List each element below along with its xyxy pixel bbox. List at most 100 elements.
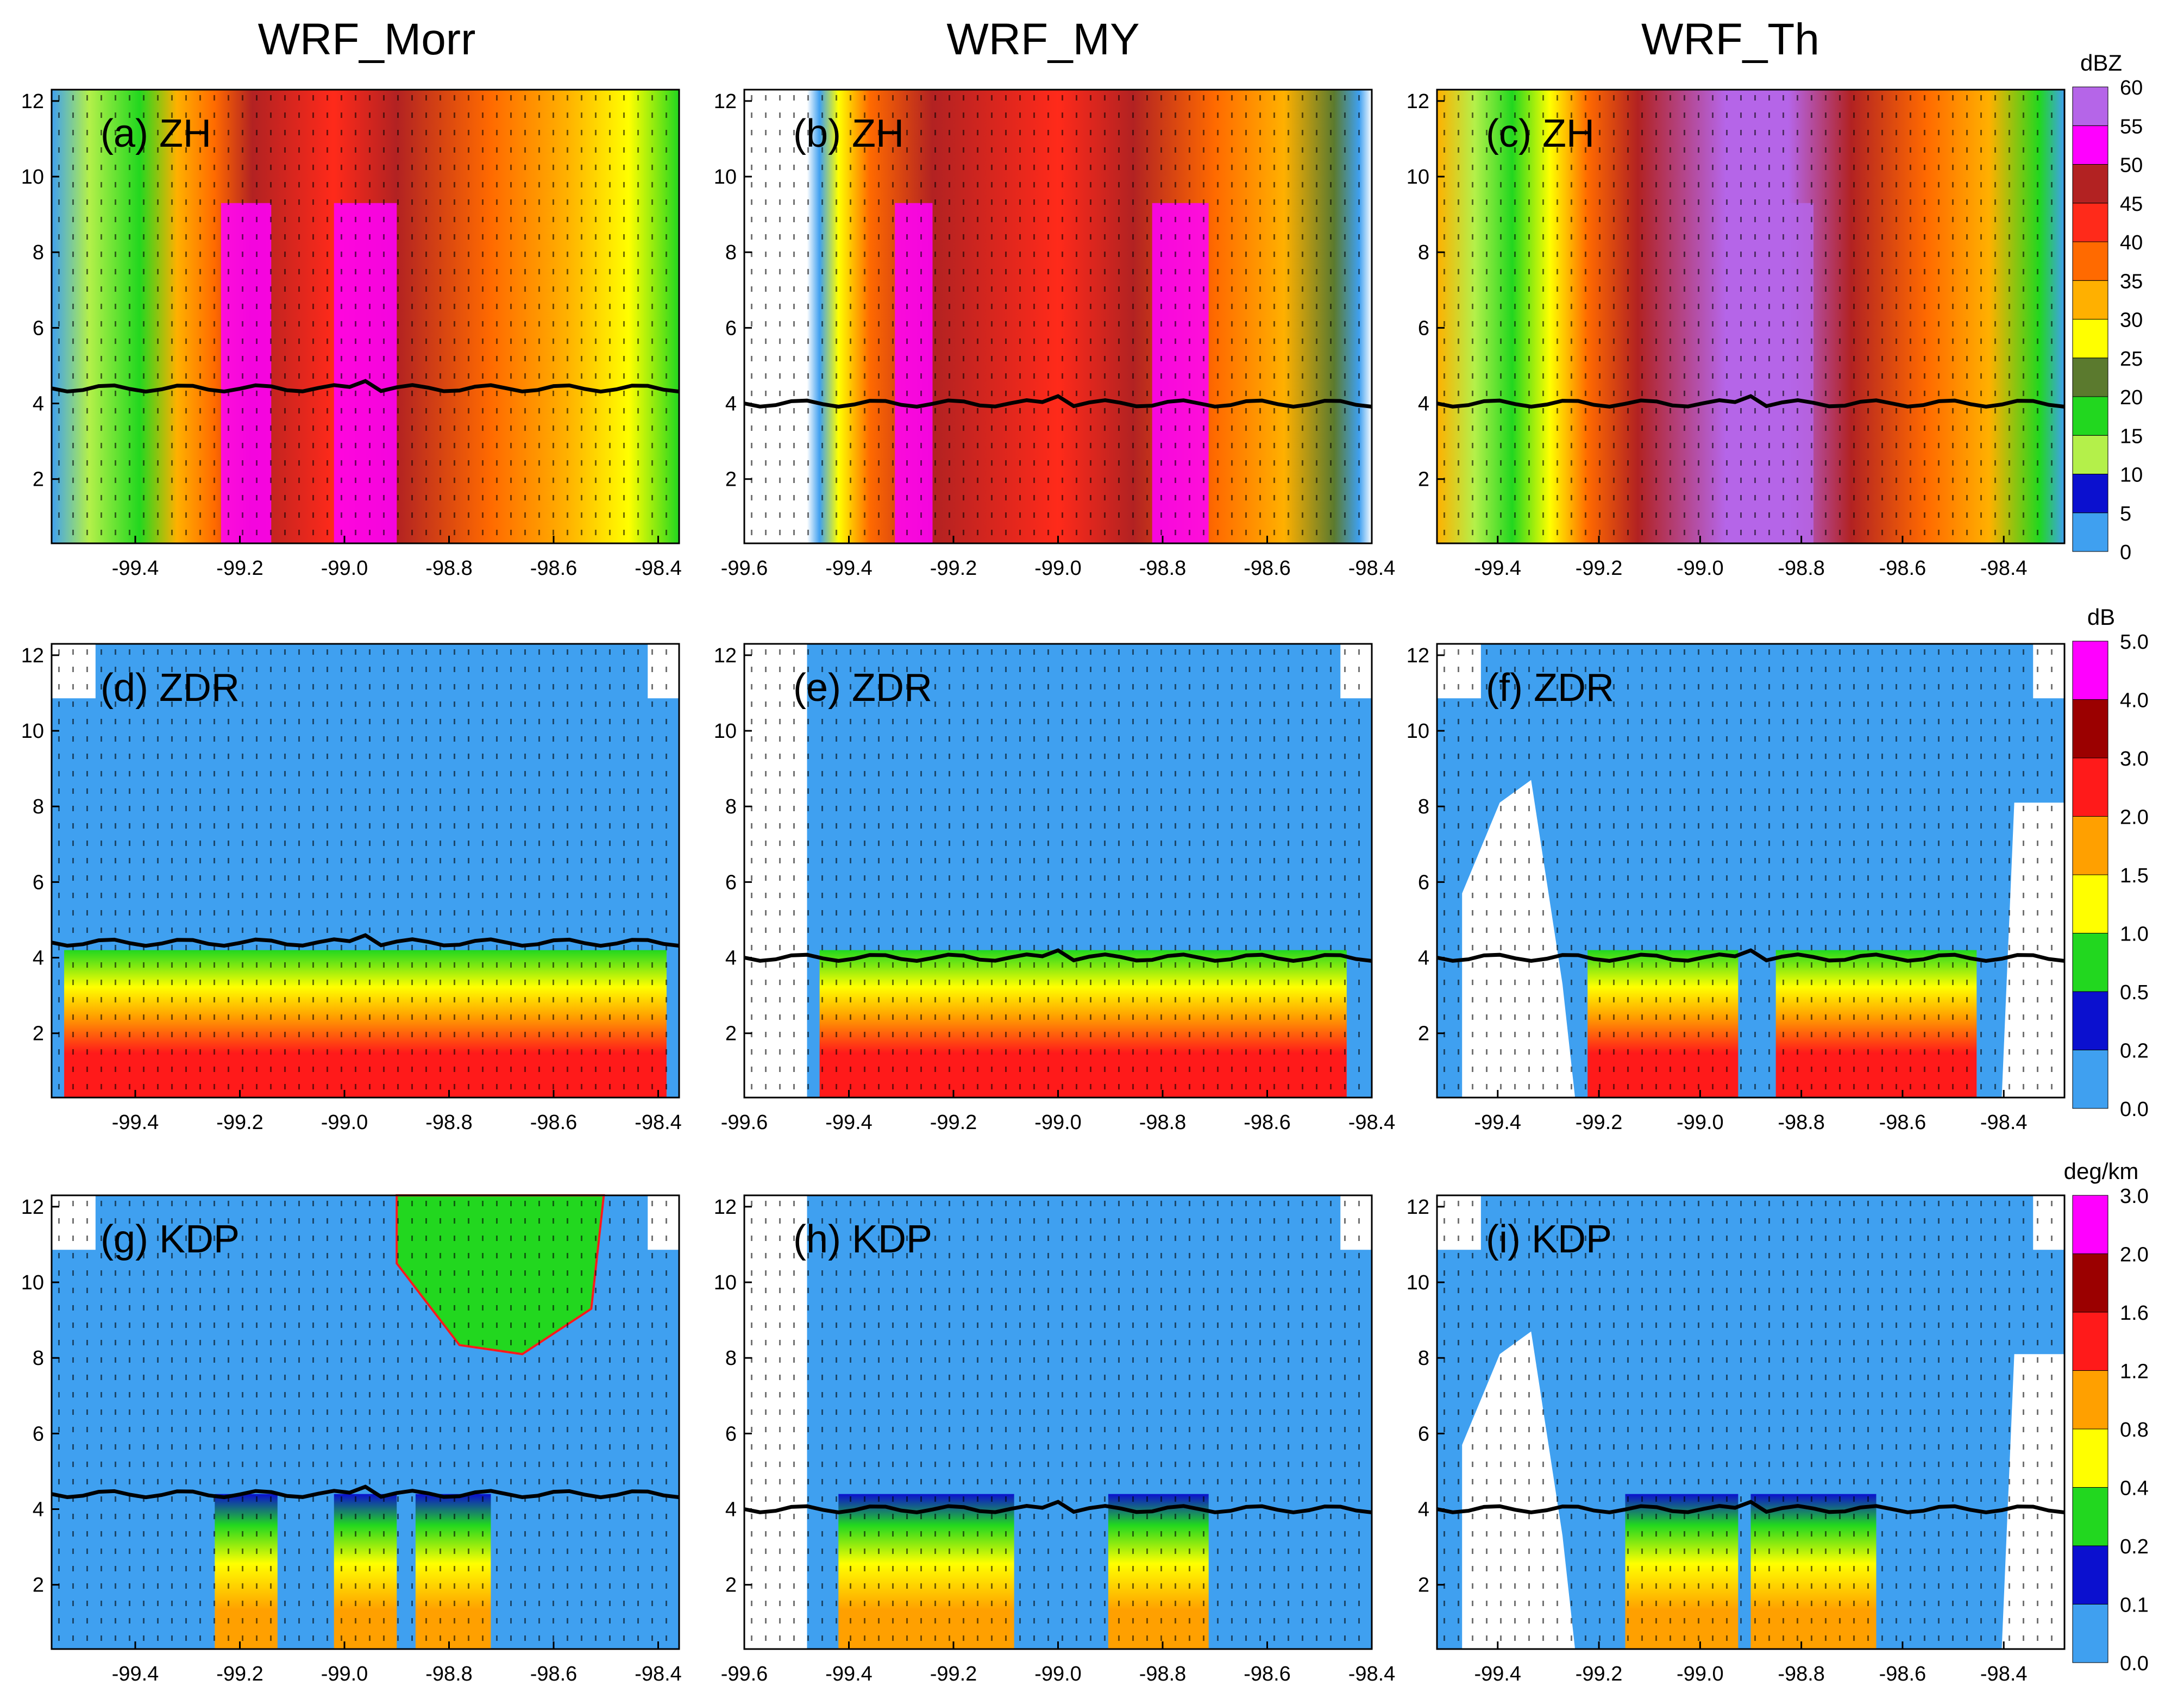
colorbar-swatch <box>2072 1253 2108 1313</box>
melting-level-line <box>744 948 1372 963</box>
melting-level-line <box>744 1500 1372 1515</box>
colorbar-tick-label: 30 <box>2120 309 2143 332</box>
colorbar-tick-label: 1.5 <box>2120 864 2149 887</box>
y-tick-label: 12 <box>1407 1196 1429 1219</box>
wind-vectors <box>744 1195 1372 1649</box>
panel-d: (d) ZDR 2 4 6 8 10 12 -99.4 -99.2 -99.0 -98.8 -98.6… <box>21 643 682 1134</box>
x-tick-label: -99.2 <box>216 1111 263 1134</box>
x-tick-label: -99.2 <box>1576 1663 1623 1685</box>
x-tick-label: -99.0 <box>321 1663 368 1685</box>
panel-label: (c) ZH <box>1486 112 1595 155</box>
x-tick-label: -98.8 <box>1778 557 1825 580</box>
x-tick-label: -99.2 <box>1576 557 1623 580</box>
x-tick-label: -98.8 <box>425 1663 473 1685</box>
x-tick-label: -99.4 <box>112 1111 159 1134</box>
colorbar-tick-label: 60 <box>2120 77 2143 99</box>
y-tick-label: 2 <box>725 1574 737 1597</box>
x-tick-label: -99.4 <box>1474 557 1521 580</box>
panels: (a) ZH 2 4 6 8 10 12 -99.4 -99.2 -99.0 -98.8 -98.6 -… <box>21 89 2066 1685</box>
panel-f: (f) ZDR 2 4 6 8 10 12 -99.4 -99.2 -99.0 -98.8 -98.6… <box>1407 643 2066 1134</box>
colorbar-swatch <box>2072 816 2108 875</box>
plot-frame <box>1436 643 2066 1099</box>
colorbar-swatch <box>2072 757 2108 817</box>
x-tick-label: -98.8 <box>1139 1111 1187 1134</box>
x-tick-label: -99.6 <box>721 1663 768 1685</box>
colorbar-tick-label: 1.6 <box>2120 1302 2149 1325</box>
colorbar-swatch <box>2072 319 2108 359</box>
x-tick-label: -98.4 <box>1980 1663 2028 1685</box>
colorbar-swatch <box>2072 396 2108 436</box>
colorbar-swatch <box>2072 125 2108 165</box>
x-tick-label: -98.6 <box>1879 557 1926 580</box>
colorbar-tick-label: 3.0 <box>2120 748 2149 770</box>
colorbar-swatch <box>2072 1312 2108 1371</box>
x-tick-label: -98.4 <box>1980 557 2028 580</box>
y-tick-label: 12 <box>714 1196 737 1219</box>
melting-level-line <box>744 394 1372 409</box>
melting-level-line <box>1436 948 2065 963</box>
y-tick-label: 4 <box>1418 393 1429 416</box>
wind-vectors <box>1437 90 2064 543</box>
plot-frame <box>1436 89 2066 544</box>
x-tick-label: -99.6 <box>721 557 768 580</box>
colorbar-tick-label: 55 <box>2120 115 2143 138</box>
colorbar-swatch <box>2072 933 2108 992</box>
colorbar-tick-label: 0.2 <box>2120 1040 2149 1063</box>
colorbar-swatch <box>2072 699 2108 759</box>
x-tick-label: -99.4 <box>1474 1663 1521 1685</box>
y-tick-label: 4 <box>33 947 44 970</box>
colorbar-swatch <box>2072 1545 2108 1604</box>
y-tick-label: 8 <box>725 241 737 264</box>
x-tick-label: -98.8 <box>425 557 473 580</box>
y-tick-label: 4 <box>1418 1499 1429 1521</box>
panel-g: (g) KDP 2 4 6 8 10 12 -99.4 -99.2 -99.0 -98.8 -98.6… <box>21 1194 682 1685</box>
wind-vectors <box>744 90 1372 543</box>
x-tick-label: -98.6 <box>1244 557 1291 580</box>
y-tick-label: 4 <box>33 393 44 416</box>
y-tick-label: 6 <box>1418 871 1429 894</box>
y-tick-label: 10 <box>21 166 44 189</box>
y-tick-label: 6 <box>33 1422 44 1445</box>
column-title-1: WRF_Morr <box>258 15 476 64</box>
x-tick-label: -98.6 <box>1244 1111 1291 1134</box>
panel-c: (c) ZH 2 4 6 8 10 12 -99.4 -99.2 -99.0 -98.8 -98.6 -… <box>1407 89 2066 580</box>
x-tick-label: -98.6 <box>1244 1663 1291 1685</box>
x-tick-label: -99.4 <box>825 557 873 580</box>
column-title-2: WRF_MY <box>946 15 1139 64</box>
x-tick-label: -98.6 <box>1879 1663 1926 1685</box>
y-tick-label: 6 <box>1418 1422 1429 1445</box>
panel-label: (d) ZDR <box>101 666 240 710</box>
wind-vectors <box>52 1195 679 1649</box>
y-tick-label: 2 <box>33 1574 44 1597</box>
x-tick-label: -99.4 <box>825 1111 873 1134</box>
colorbar-tick-label: 2.0 <box>2120 1244 2149 1267</box>
x-tick-label: -98.4 <box>635 557 682 580</box>
y-tick-label: 12 <box>21 644 44 667</box>
y-tick-label: 2 <box>725 468 737 491</box>
colorbar-tick-label: 0.0 <box>2120 1652 2149 1675</box>
x-tick-label: -98.8 <box>1778 1111 1825 1134</box>
x-tick-label: -99.0 <box>1034 1663 1082 1685</box>
x-tick-label: -99.2 <box>1576 1111 1623 1134</box>
y-tick-label: 12 <box>714 90 737 113</box>
colorbar-swatch <box>2072 474 2108 513</box>
x-tick-label: -99.6 <box>721 1111 768 1134</box>
plot-frame <box>51 1194 680 1650</box>
column-title-3: WRF_Th <box>1641 15 1819 64</box>
plot-frame <box>1436 1194 2066 1650</box>
y-tick-label: 8 <box>33 1347 44 1370</box>
colorbar-swatch <box>2072 1195 2108 1254</box>
y-tick-label: 2 <box>725 1023 737 1045</box>
colorbar-swatch <box>2072 203 2108 242</box>
colorbar-tick-label: 4.0 <box>2120 689 2149 712</box>
x-tick-label: -99.2 <box>930 557 977 580</box>
colorbar-tick-label: 35 <box>2120 270 2143 293</box>
y-tick-label: 2 <box>33 1023 44 1045</box>
y-tick-label: 2 <box>33 468 44 491</box>
y-tick-label: 2 <box>1418 1574 1429 1597</box>
colorbar-tick-label: 15 <box>2120 425 2143 448</box>
colorbar-swatch <box>2072 1050 2108 1109</box>
panel-label: (f) ZDR <box>1486 666 1614 710</box>
